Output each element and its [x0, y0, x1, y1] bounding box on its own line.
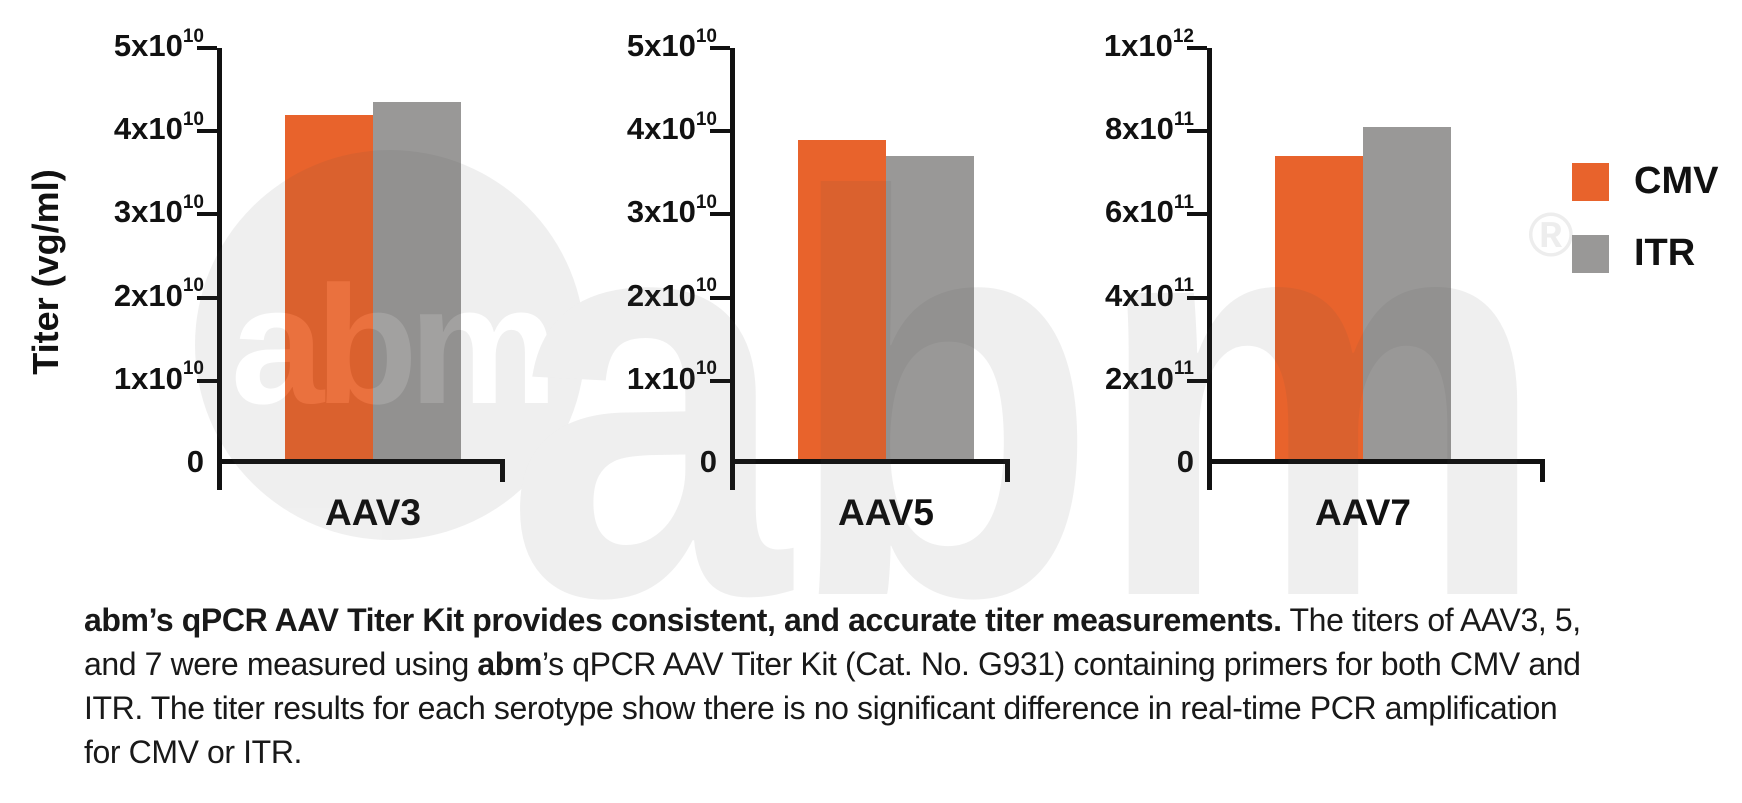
y-axis-tick: [710, 129, 730, 134]
y-axis-tick: [710, 378, 730, 383]
y-axis-line: [730, 48, 735, 490]
x-axis-end-tick: [1005, 464, 1010, 482]
ytick-label: 4x1010: [113, 109, 204, 147]
ytick-label: 4x1010: [626, 109, 717, 147]
ytick-label: 5x1010: [113, 25, 204, 64]
ytick-label: 2x1010: [113, 275, 204, 313]
ytick-label: 2x1011: [1104, 358, 1194, 396]
legend-label-cmv: CMV: [1634, 160, 1719, 202]
y-axis-tick: [197, 378, 217, 383]
figure-caption: abm’s qPCR AAV Titer Kit provides consis…: [84, 598, 1594, 774]
y-axis-tick: [197, 129, 217, 134]
ytick-label: 0: [699, 444, 717, 480]
y-axis-tick: [1187, 46, 1207, 50]
ytick-label: 0: [1176, 444, 1194, 480]
ytick-label: 3x1010: [113, 192, 204, 230]
bar-cmv-aav3: [285, 114, 373, 464]
legend-item-cmv: CMV: [1572, 160, 1718, 203]
cmv-color-swatch: [1572, 162, 1609, 201]
y-axis-tick: [1187, 295, 1207, 300]
chart-aav3: 5x1010 4x1010 3x1010 2x1010 1x1010 0 AAV…: [114, 26, 505, 533]
x-axis-line: [217, 459, 505, 464]
y-axis-tick: [1187, 212, 1207, 217]
ytick-label: 1x1010: [113, 358, 204, 396]
ytick-label: 0: [186, 444, 204, 480]
y-axis-title: Titer (vg/ml): [25, 169, 66, 375]
y-axis-tick: [1187, 378, 1207, 383]
x-axis-end-tick: [500, 464, 505, 482]
legend-label-itr: ITR: [1634, 232, 1696, 274]
y-axis-tick: [710, 212, 730, 217]
y-axis-tick: [710, 295, 730, 300]
bar-itr-aav3: [373, 102, 461, 464]
legend: CMV ITR: [1572, 160, 1718, 304]
chart-aav7: 1x1012 8x1011 6x1011 4x1011 2x1011 0 AAV…: [1104, 26, 1545, 533]
bar-cmv-aav7: [1275, 156, 1363, 464]
x-category-label: AAV3: [325, 492, 421, 533]
caption-text-1: The titers of AAV3, 5, and 7 were measur…: [84, 602, 1581, 682]
ytick-label: 1x1010: [626, 358, 717, 396]
ytick-label: 5x1010: [626, 25, 717, 64]
ytick-label: 8x1011: [1104, 109, 1194, 147]
ytick-label: 1x1012: [1103, 25, 1194, 64]
caption-text-2: ’s qPCR AAV Titer Kit (Cat. No. G931) co…: [84, 646, 1581, 770]
y-axis-tick: [1187, 129, 1207, 134]
legend-item-itr: ITR: [1572, 232, 1718, 275]
bar-itr-aav5: [886, 156, 974, 464]
caption-bold-brand: abm: [477, 646, 543, 682]
itr-color-swatch: [1572, 234, 1609, 273]
y-axis-line: [217, 48, 222, 490]
x-axis-line: [730, 459, 1010, 464]
caption-bold-intro: abm’s qPCR AAV Titer Kit provides consis…: [84, 602, 1282, 638]
ytick-label: 4x1011: [1104, 275, 1194, 313]
y-axis-tick: [197, 295, 217, 300]
ytick-label: 6x1011: [1104, 192, 1194, 230]
y-axis-tick: [197, 46, 217, 50]
ytick-label: 2x1010: [626, 275, 717, 313]
chart-aav5: 5x1010 4x1010 3x1010 2x1010 1x1010 0 AAV…: [627, 26, 1010, 533]
y-axis-line: [1207, 48, 1212, 490]
x-axis-end-tick: [1540, 464, 1545, 482]
x-category-label: AAV7: [1315, 492, 1411, 533]
bar-cmv-aav5: [798, 139, 886, 464]
x-axis-line: [1207, 459, 1545, 464]
x-category-label: AAV5: [838, 492, 934, 533]
y-axis-tick: [710, 46, 730, 50]
y-axis-tick: [197, 212, 217, 217]
ytick-label: 3x1010: [626, 192, 717, 230]
bar-itr-aav7: [1363, 127, 1451, 464]
